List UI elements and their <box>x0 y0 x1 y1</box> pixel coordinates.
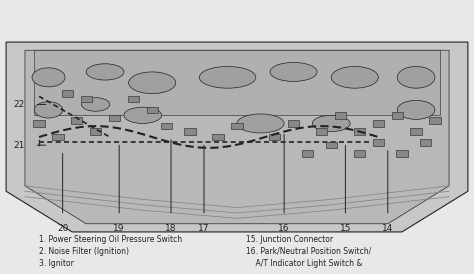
FancyBboxPatch shape <box>81 96 92 102</box>
FancyBboxPatch shape <box>128 96 139 102</box>
Ellipse shape <box>124 107 162 124</box>
Text: 22: 22 <box>14 100 25 109</box>
Ellipse shape <box>82 98 110 111</box>
FancyBboxPatch shape <box>396 150 408 156</box>
Text: 16. Park/Neutral Position Switch/: 16. Park/Neutral Position Switch/ <box>246 247 372 256</box>
Text: 18: 18 <box>165 224 177 233</box>
Ellipse shape <box>35 102 63 118</box>
FancyBboxPatch shape <box>231 123 243 129</box>
Ellipse shape <box>199 67 256 88</box>
FancyBboxPatch shape <box>326 142 337 149</box>
Ellipse shape <box>331 67 378 88</box>
Text: 20: 20 <box>57 224 68 233</box>
Text: 16: 16 <box>278 224 290 233</box>
Text: 21: 21 <box>14 141 25 150</box>
Text: 15: 15 <box>340 224 351 233</box>
FancyBboxPatch shape <box>34 120 45 127</box>
FancyBboxPatch shape <box>316 128 328 135</box>
FancyBboxPatch shape <box>354 128 365 135</box>
Ellipse shape <box>86 64 124 80</box>
Text: 17: 17 <box>198 224 210 233</box>
Ellipse shape <box>270 62 317 81</box>
FancyBboxPatch shape <box>410 128 422 135</box>
FancyBboxPatch shape <box>52 134 64 140</box>
Text: 3. Ignitor: 3. Ignitor <box>39 259 74 268</box>
FancyBboxPatch shape <box>269 134 280 140</box>
FancyBboxPatch shape <box>146 107 158 113</box>
Ellipse shape <box>237 114 284 133</box>
FancyBboxPatch shape <box>109 115 120 121</box>
Polygon shape <box>6 42 468 232</box>
FancyBboxPatch shape <box>420 139 431 146</box>
FancyBboxPatch shape <box>62 90 73 97</box>
Text: 14: 14 <box>382 224 393 233</box>
Text: 19: 19 <box>113 224 125 233</box>
FancyBboxPatch shape <box>302 150 313 156</box>
Ellipse shape <box>128 72 176 94</box>
FancyBboxPatch shape <box>373 120 384 127</box>
Text: 1. Power Steering Oil Pressure Switch: 1. Power Steering Oil Pressure Switch <box>39 235 182 244</box>
Text: A/T Indicator Light Switch &: A/T Indicator Light Switch & <box>246 259 363 268</box>
Polygon shape <box>25 50 449 224</box>
Ellipse shape <box>397 67 435 88</box>
Polygon shape <box>35 50 439 115</box>
FancyBboxPatch shape <box>288 120 299 127</box>
FancyBboxPatch shape <box>354 150 365 156</box>
FancyBboxPatch shape <box>212 134 224 140</box>
Ellipse shape <box>397 100 435 119</box>
FancyBboxPatch shape <box>71 118 82 124</box>
Ellipse shape <box>312 115 350 132</box>
Text: 2. Noise Filter (Ignition): 2. Noise Filter (Ignition) <box>39 247 129 256</box>
FancyBboxPatch shape <box>392 112 403 119</box>
FancyBboxPatch shape <box>90 128 101 135</box>
Text: 15. Junction Connector: 15. Junction Connector <box>246 235 334 244</box>
Ellipse shape <box>32 68 65 87</box>
FancyBboxPatch shape <box>335 112 346 119</box>
FancyBboxPatch shape <box>429 118 440 124</box>
FancyBboxPatch shape <box>161 123 172 129</box>
FancyBboxPatch shape <box>184 128 196 135</box>
FancyBboxPatch shape <box>373 139 384 146</box>
